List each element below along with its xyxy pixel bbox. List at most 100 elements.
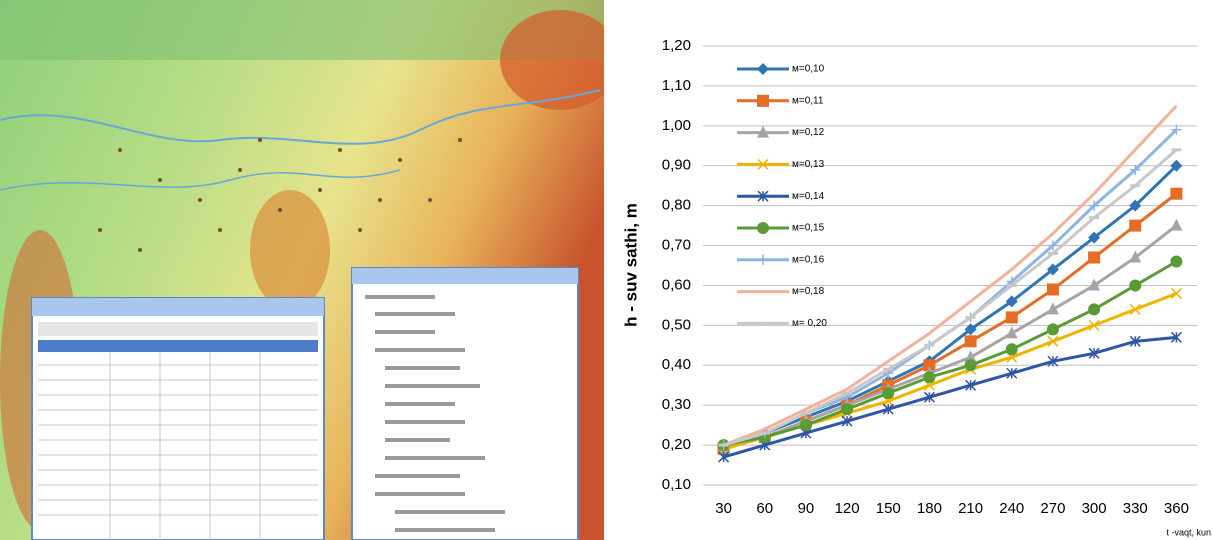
- legend-label: м=0,14: [792, 191, 825, 202]
- y-tick-label: 0,50: [662, 316, 691, 333]
- mountain: [500, 10, 604, 110]
- line: [723, 104, 1178, 447]
- x-tick-label: 120: [835, 500, 860, 517]
- legend-label: м=0,18: [792, 286, 825, 297]
- y-tick-label: 0,80: [662, 197, 691, 214]
- marker: [1046, 302, 1059, 315]
- marker: [964, 359, 977, 372]
- marker: [1170, 287, 1182, 299]
- x-axis-label: t -vaqt, kun: [1166, 527, 1211, 537]
- x-tick-label: 240: [999, 500, 1024, 517]
- x-tick-label: 330: [1123, 500, 1148, 517]
- marker: [1047, 240, 1058, 251]
- legend-label: м= 0,20: [792, 318, 827, 329]
- marker: [1170, 255, 1183, 268]
- series: [718, 331, 1182, 463]
- marker: [1046, 283, 1059, 296]
- river: [0, 169, 401, 191]
- marker: [1006, 367, 1018, 379]
- marker: [1129, 303, 1141, 315]
- marker: [964, 335, 977, 348]
- y-tick-label: 0,70: [662, 237, 691, 254]
- marker: [757, 158, 769, 170]
- marker: [758, 254, 768, 265]
- marker: [1171, 124, 1182, 135]
- legend-label: м=0,15: [792, 223, 825, 234]
- legend-label: м=0,11: [792, 95, 824, 106]
- marker: [1088, 231, 1101, 244]
- y-tick-label: 1,10: [662, 77, 691, 94]
- marker: [1005, 326, 1018, 339]
- marker: [1005, 311, 1018, 324]
- marker: [1130, 164, 1141, 175]
- marker: [757, 63, 769, 75]
- marker: [1088, 278, 1101, 291]
- x-tick-label: 300: [1082, 500, 1107, 517]
- line: [723, 335, 1177, 459]
- y-tick-label: 0,40: [662, 356, 691, 373]
- y-tick-label: 0,30: [662, 396, 691, 413]
- marker: [882, 403, 894, 415]
- legend-label: м=0,12: [792, 127, 825, 138]
- marker: [882, 387, 895, 400]
- marker: [1170, 159, 1183, 172]
- wells: [98, 138, 462, 252]
- series: [723, 104, 1178, 447]
- marker: [841, 403, 854, 416]
- chart: h - suv sathi, m t -vaqt, kun 0,10 0,20 0,…: [621, 37, 1211, 537]
- marker: [757, 222, 769, 234]
- marker: [964, 350, 977, 363]
- y-axis-label: h - suv sathi, m: [621, 203, 640, 327]
- layers-window: [351, 267, 579, 540]
- marker: [1170, 331, 1182, 343]
- river: [0, 89, 601, 145]
- x-tick-label: 30: [715, 500, 732, 517]
- line: [723, 148, 1178, 447]
- marker: [1046, 263, 1059, 276]
- marker: [799, 419, 812, 432]
- y-tick-label: 0,60: [662, 276, 691, 293]
- legend-label: м=0,10: [792, 64, 825, 75]
- marker: [718, 451, 730, 463]
- x-tick-label: 60: [756, 500, 773, 517]
- marker: [1129, 199, 1142, 212]
- marker: [1005, 295, 1018, 308]
- marker: [841, 415, 853, 427]
- legend-label: м=0,16: [792, 254, 825, 265]
- marker: [1088, 303, 1101, 316]
- mountain: [250, 190, 330, 310]
- marker: [923, 359, 936, 372]
- gis-screenshot: [0, 0, 604, 540]
- y-tick-label: 1,00: [662, 117, 691, 134]
- y-tick-label: 0,10: [662, 476, 691, 493]
- line: [723, 224, 1178, 451]
- x-tick-label: 360: [1164, 500, 1189, 517]
- marker: [1088, 319, 1100, 331]
- attribute-table-window: [31, 297, 325, 540]
- marker: [757, 190, 769, 202]
- line: [723, 164, 1178, 451]
- marker: [1170, 218, 1183, 231]
- marker: [923, 391, 935, 403]
- marker: [923, 371, 936, 384]
- marker: [1005, 343, 1018, 356]
- x-tick-label: 150: [876, 500, 901, 517]
- marker: [1047, 335, 1059, 347]
- marker: [1088, 251, 1101, 264]
- x-tick-label: 90: [798, 500, 815, 517]
- marker: [1170, 187, 1183, 200]
- marker: [1129, 219, 1142, 232]
- marker: [1129, 250, 1142, 263]
- y-tick-label: 0,20: [662, 436, 691, 453]
- marker: [1046, 323, 1059, 336]
- x-tick-label: 270: [1040, 500, 1065, 517]
- marker: [1047, 355, 1059, 367]
- series: [718, 148, 1182, 447]
- marker: [757, 125, 769, 138]
- marker: [965, 379, 977, 391]
- marker: [1089, 200, 1100, 211]
- legend-label: м=0,13: [792, 159, 825, 170]
- marker: [1129, 279, 1142, 292]
- marker: [757, 94, 769, 107]
